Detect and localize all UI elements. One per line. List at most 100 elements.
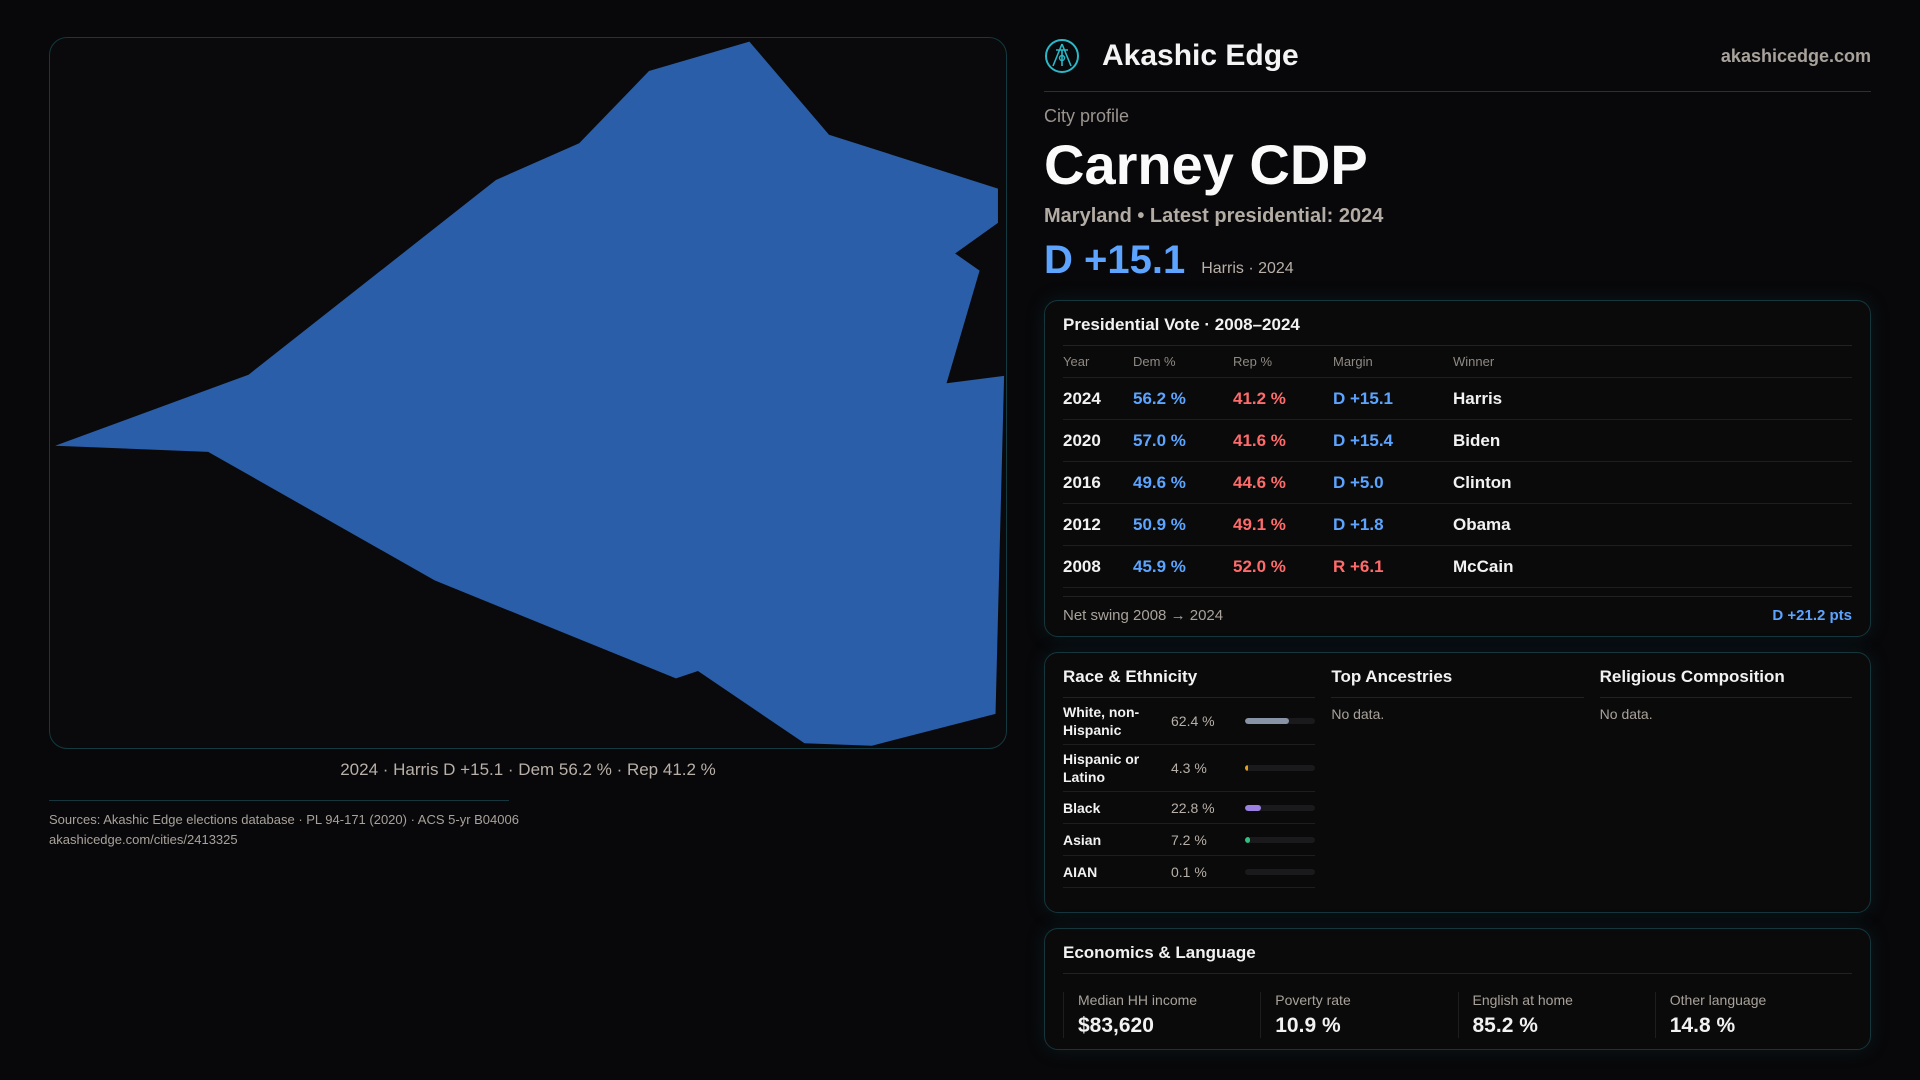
stat: English at home 85.2 % [1457,992,1655,1038]
rep-pct: 41.6 % [1233,430,1286,450]
econ-title: Economics & Language [1063,943,1852,974]
stat-value: 85.2 % [1472,1014,1538,1037]
race-bar [1245,765,1316,771]
race-row: Hispanic or Latino 4.3 % [1063,745,1316,792]
brand-name: Akashic Edge [1102,39,1299,72]
table-row: 2016 49.6 % 44.6 % D +5.0 Clinton [1063,462,1852,504]
header: Akashic Edge akashicedge.com [1044,36,1871,76]
margin: D +5.0 [1333,472,1384,492]
dem-pct: 56.2 % [1133,388,1186,408]
akashic-logo-icon [1045,39,1079,73]
race-label: AIAN [1063,863,1098,880]
winner: McCain [1453,556,1514,576]
stat-label: Poverty rate [1275,992,1351,1008]
swing-label: Net swing 2008 → 2024 [1063,607,1224,624]
stat: Median HH income $83,620 [1063,992,1260,1038]
col-year: Year [1063,354,1090,369]
winner: Biden [1453,430,1501,450]
map-caption: 2024 · Harris D +15.1 · Dem 56.2 % · Rep… [340,760,716,779]
table-row: 2024 56.2 % 41.2 % D +15.1 Harris [1063,378,1852,420]
race-row: Black 22.8 % [1063,792,1316,824]
footer: Sources: Akashic Edge elections database… [49,810,519,850]
race-row: Asian 7.2 % [1063,824,1316,856]
race-bar-fill [1245,765,1249,771]
race-label: Hispanic or Latino [1063,751,1140,785]
dem-pct: 45.9 % [1133,556,1186,576]
stat-label: Median HH income [1078,992,1198,1008]
table-row: 2008 45.9 % 52.0 % R +6.1 McCain [1063,546,1852,588]
religion-title: Religious Composition [1599,667,1852,698]
religion-empty: No data. [1599,706,1653,722]
winner: Harris [1453,388,1503,408]
year: 2024 [1063,388,1101,408]
headline-margin: D +15.1 Harris · 2024 [1044,238,1294,283]
page-title: Carney CDP [1044,133,1368,196]
dem-pct: 50.9 % [1133,514,1186,534]
stat-value: 14.8 % [1669,1014,1736,1037]
winner: Obama [1453,514,1511,534]
race-bar [1245,804,1316,811]
col-rep: Rep % [1233,354,1273,369]
footer-url[interactable]: akashicedge.com/cities/2413325 [49,832,238,847]
race-bar [1245,868,1316,875]
demographics-card: Race & Ethnicity White, non-Hispanic 62.4… [1044,652,1871,913]
stat: Poverty rate 10.9 % [1260,992,1457,1038]
race-value: 0.1 % [1171,863,1207,880]
stat-value: $83,620 [1078,1014,1154,1037]
race-bar-fill [1245,836,1251,843]
rep-pct: 49.1 % [1233,514,1286,534]
presidential-vote-card: Presidential Vote · 2008–2024 Year Dem %… [1044,300,1871,637]
race-title: Race & Ethnicity [1063,667,1316,698]
page-kicker: City profile [1044,106,1130,126]
stat-label: Other language [1669,992,1767,1008]
race-section: Race & Ethnicity White, non-Hispanic 62.4… [1063,667,1316,898]
margin: D +15.1 [1333,388,1394,408]
table-row: 2012 50.9 % 49.1 % D +1.8 Obama [1063,504,1852,546]
table-header: Year Dem % Rep % Margin Winner [1063,346,1852,378]
ancestries-title: Top Ancestries [1331,667,1584,698]
race-row: AIAN 0.1 % [1063,856,1316,888]
economics-card: Economics & Language Median HH income $83… [1044,928,1871,1050]
race-label: White, non-Hispanic [1063,704,1140,738]
col-margin: Margin [1333,354,1373,369]
year: 2020 [1063,430,1101,450]
stat-label: English at home [1472,992,1573,1008]
race-value: 4.3 % [1171,760,1207,776]
race-label: Asian [1063,831,1102,848]
ancestries-section: Top Ancestries No data. [1331,667,1584,898]
margin-value: D +15.1 [1044,238,1186,282]
dem-pct: 57.0 % [1133,430,1186,450]
stat-value: 10.9 % [1275,1014,1341,1037]
rep-pct: 44.6 % [1233,472,1286,492]
year: 2008 [1063,556,1101,576]
col-dem: Dem % [1133,354,1176,369]
race-value: 62.4 % [1171,713,1215,729]
card-title: Presidential Vote · 2008–2024 [1063,315,1852,346]
winner: Clinton [1453,472,1512,492]
race-label: Black [1063,799,1101,816]
ancestries-empty: No data. [1331,706,1385,722]
table-row: 2020 57.0 % 41.6 % D +15.4 Biden [1063,420,1852,462]
rep-pct: 52.0 % [1233,556,1286,576]
dem-pct: 49.6 % [1133,472,1186,492]
swing-value: D +21.2 pts [1772,607,1852,624]
rep-pct: 41.2 % [1233,388,1286,408]
site-link[interactable]: akashicedge.com [1720,45,1871,66]
map-card [49,37,1007,749]
footer-divider [49,800,509,801]
divider [1044,91,1871,92]
race-value: 7.2 % [1171,831,1207,848]
margin: D +1.8 [1333,514,1384,534]
race-row: White, non-Hispanic 62.4 % [1063,698,1316,745]
col-winner: Winner [1453,354,1495,369]
race-bar [1245,836,1316,843]
race-value: 22.8 % [1171,799,1215,816]
race-bar-fill [1245,804,1262,811]
margin: D +15.4 [1333,430,1394,450]
margin-winner: Harris · 2024 [1201,260,1294,277]
religion-section: Religious Composition No data. [1599,667,1852,898]
net-swing: Net swing 2008 → 2024 D +21.2 pts [1063,596,1852,624]
footer-sources: Sources: Akashic Edge elections database… [49,812,519,827]
page-subtitle: Maryland • Latest presidential: 2024 [1044,205,1384,227]
margin: R +6.1 [1333,556,1384,576]
